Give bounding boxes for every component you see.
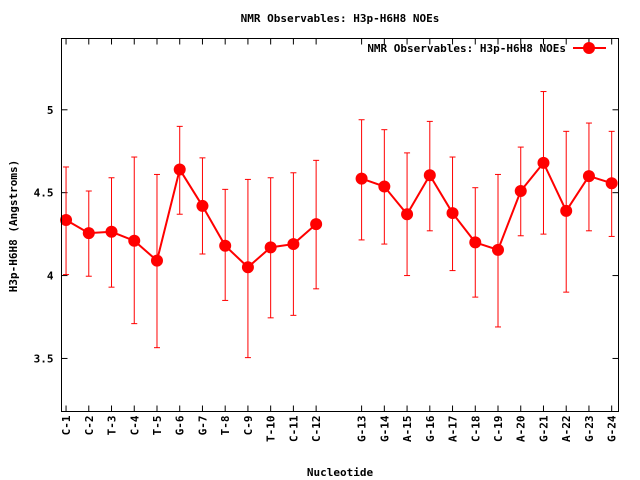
- data-point: [514, 185, 527, 198]
- x-tick-label: G-14: [378, 415, 391, 442]
- x-tick-label: G-6: [174, 415, 187, 435]
- data-point: [401, 208, 414, 221]
- data-point: [446, 207, 459, 220]
- series-line: [361, 160, 612, 252]
- data-point: [287, 238, 300, 251]
- data-point: [241, 261, 254, 274]
- chart-title: NMR Observables: H3p-H6H8 NOEs: [241, 12, 440, 25]
- x-tick-label: C-18: [469, 416, 482, 443]
- data-point: [605, 177, 618, 190]
- plot-frame: [61, 38, 619, 412]
- data-point: [560, 204, 573, 217]
- y-tick-label: 5: [47, 104, 54, 117]
- x-tick-label: C-19: [492, 416, 505, 443]
- x-tick-label: T-3: [106, 416, 119, 436]
- y-tick-label: 4: [47, 270, 54, 283]
- data-point: [582, 170, 595, 183]
- data-point: [310, 218, 323, 231]
- data-point: [492, 243, 505, 256]
- data-point: [537, 156, 550, 169]
- series-line: [65, 166, 317, 269]
- x-tick-label: C-2: [83, 416, 96, 436]
- x-tick-label: G-23: [583, 416, 596, 443]
- y-axis-label: H3p-H6H8 (Angstroms): [7, 160, 20, 292]
- x-tick-label: C-12: [310, 416, 323, 443]
- x-tick-label: A-20: [515, 416, 528, 443]
- x-tick-label: C-4: [128, 415, 141, 435]
- data-point: [264, 241, 277, 254]
- data-point: [469, 236, 482, 249]
- y-tick-label: 3.5: [34, 352, 54, 365]
- data-point: [128, 234, 141, 247]
- x-tick-label: T-10: [265, 416, 278, 443]
- data-point: [219, 239, 232, 252]
- x-tick-label: C-11: [287, 415, 300, 442]
- x-tick-label: C-1: [60, 415, 73, 435]
- x-tick-label: A-17: [447, 416, 460, 443]
- data-point: [82, 227, 95, 240]
- x-tick-label: A-15: [401, 416, 414, 443]
- x-tick-label: G-16: [424, 415, 437, 442]
- x-axis-label: Nucleotide: [307, 466, 374, 479]
- y-tick-label: 4.5: [34, 187, 54, 200]
- x-tick-label: G-7: [196, 416, 209, 436]
- x-tick-label: G-21: [537, 415, 550, 442]
- legend: NMR Observables: H3p-H6H8 NOEs: [367, 42, 606, 55]
- data-point: [423, 169, 436, 182]
- x-tick-label: A-22: [560, 416, 573, 443]
- x-tick-label: G-24: [606, 415, 619, 442]
- data-marks: [60, 91, 618, 359]
- axis-ticks: 3.5 4 4.5 5 C-1 C-2 T-3 C-4 T-5 G-6 G-7 T-8 C-9 T-10 C…: [34, 38, 619, 443]
- data-point: [378, 180, 391, 193]
- data-point: [150, 254, 163, 267]
- x-tick-label: T-5: [151, 416, 164, 436]
- x-tick-label: T-8: [219, 416, 232, 436]
- data-point: [355, 172, 368, 185]
- x-tick-label: G-13: [356, 416, 369, 443]
- legend-label: NMR Observables: H3p-H6H8 NOEs: [367, 42, 566, 55]
- data-point: [105, 225, 118, 238]
- data-point: [196, 199, 209, 212]
- x-tick-label: C-9: [242, 416, 255, 436]
- legend-marker-sample: [583, 42, 595, 54]
- data-point: [173, 163, 186, 176]
- data-point: [60, 214, 73, 227]
